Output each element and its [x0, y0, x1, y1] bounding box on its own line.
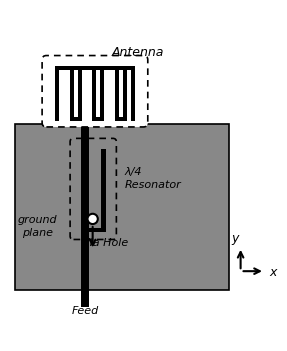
Bar — [55, 66, 135, 69]
Text: y: y — [232, 232, 239, 245]
Bar — [55, 66, 59, 121]
Bar — [69, 69, 73, 121]
Text: λ/4
Resonator: λ/4 Resonator — [124, 167, 181, 190]
Bar — [15, 124, 229, 290]
Text: Feed: Feed — [71, 306, 98, 316]
FancyBboxPatch shape — [42, 55, 148, 127]
Bar — [101, 149, 106, 229]
Bar — [131, 66, 135, 121]
Text: Via Hole: Via Hole — [82, 238, 129, 248]
Bar — [89, 228, 106, 232]
Bar — [77, 69, 82, 121]
Bar — [100, 69, 104, 121]
Bar — [92, 117, 100, 121]
Circle shape — [88, 214, 98, 224]
Bar — [115, 117, 123, 121]
Text: ground
plane: ground plane — [18, 215, 58, 238]
Text: x: x — [269, 266, 277, 279]
Bar — [92, 69, 96, 121]
Bar — [81, 121, 89, 307]
Text: Antenna: Antenna — [112, 46, 164, 59]
Bar — [115, 69, 119, 121]
Bar — [123, 69, 127, 121]
Bar — [69, 117, 77, 121]
